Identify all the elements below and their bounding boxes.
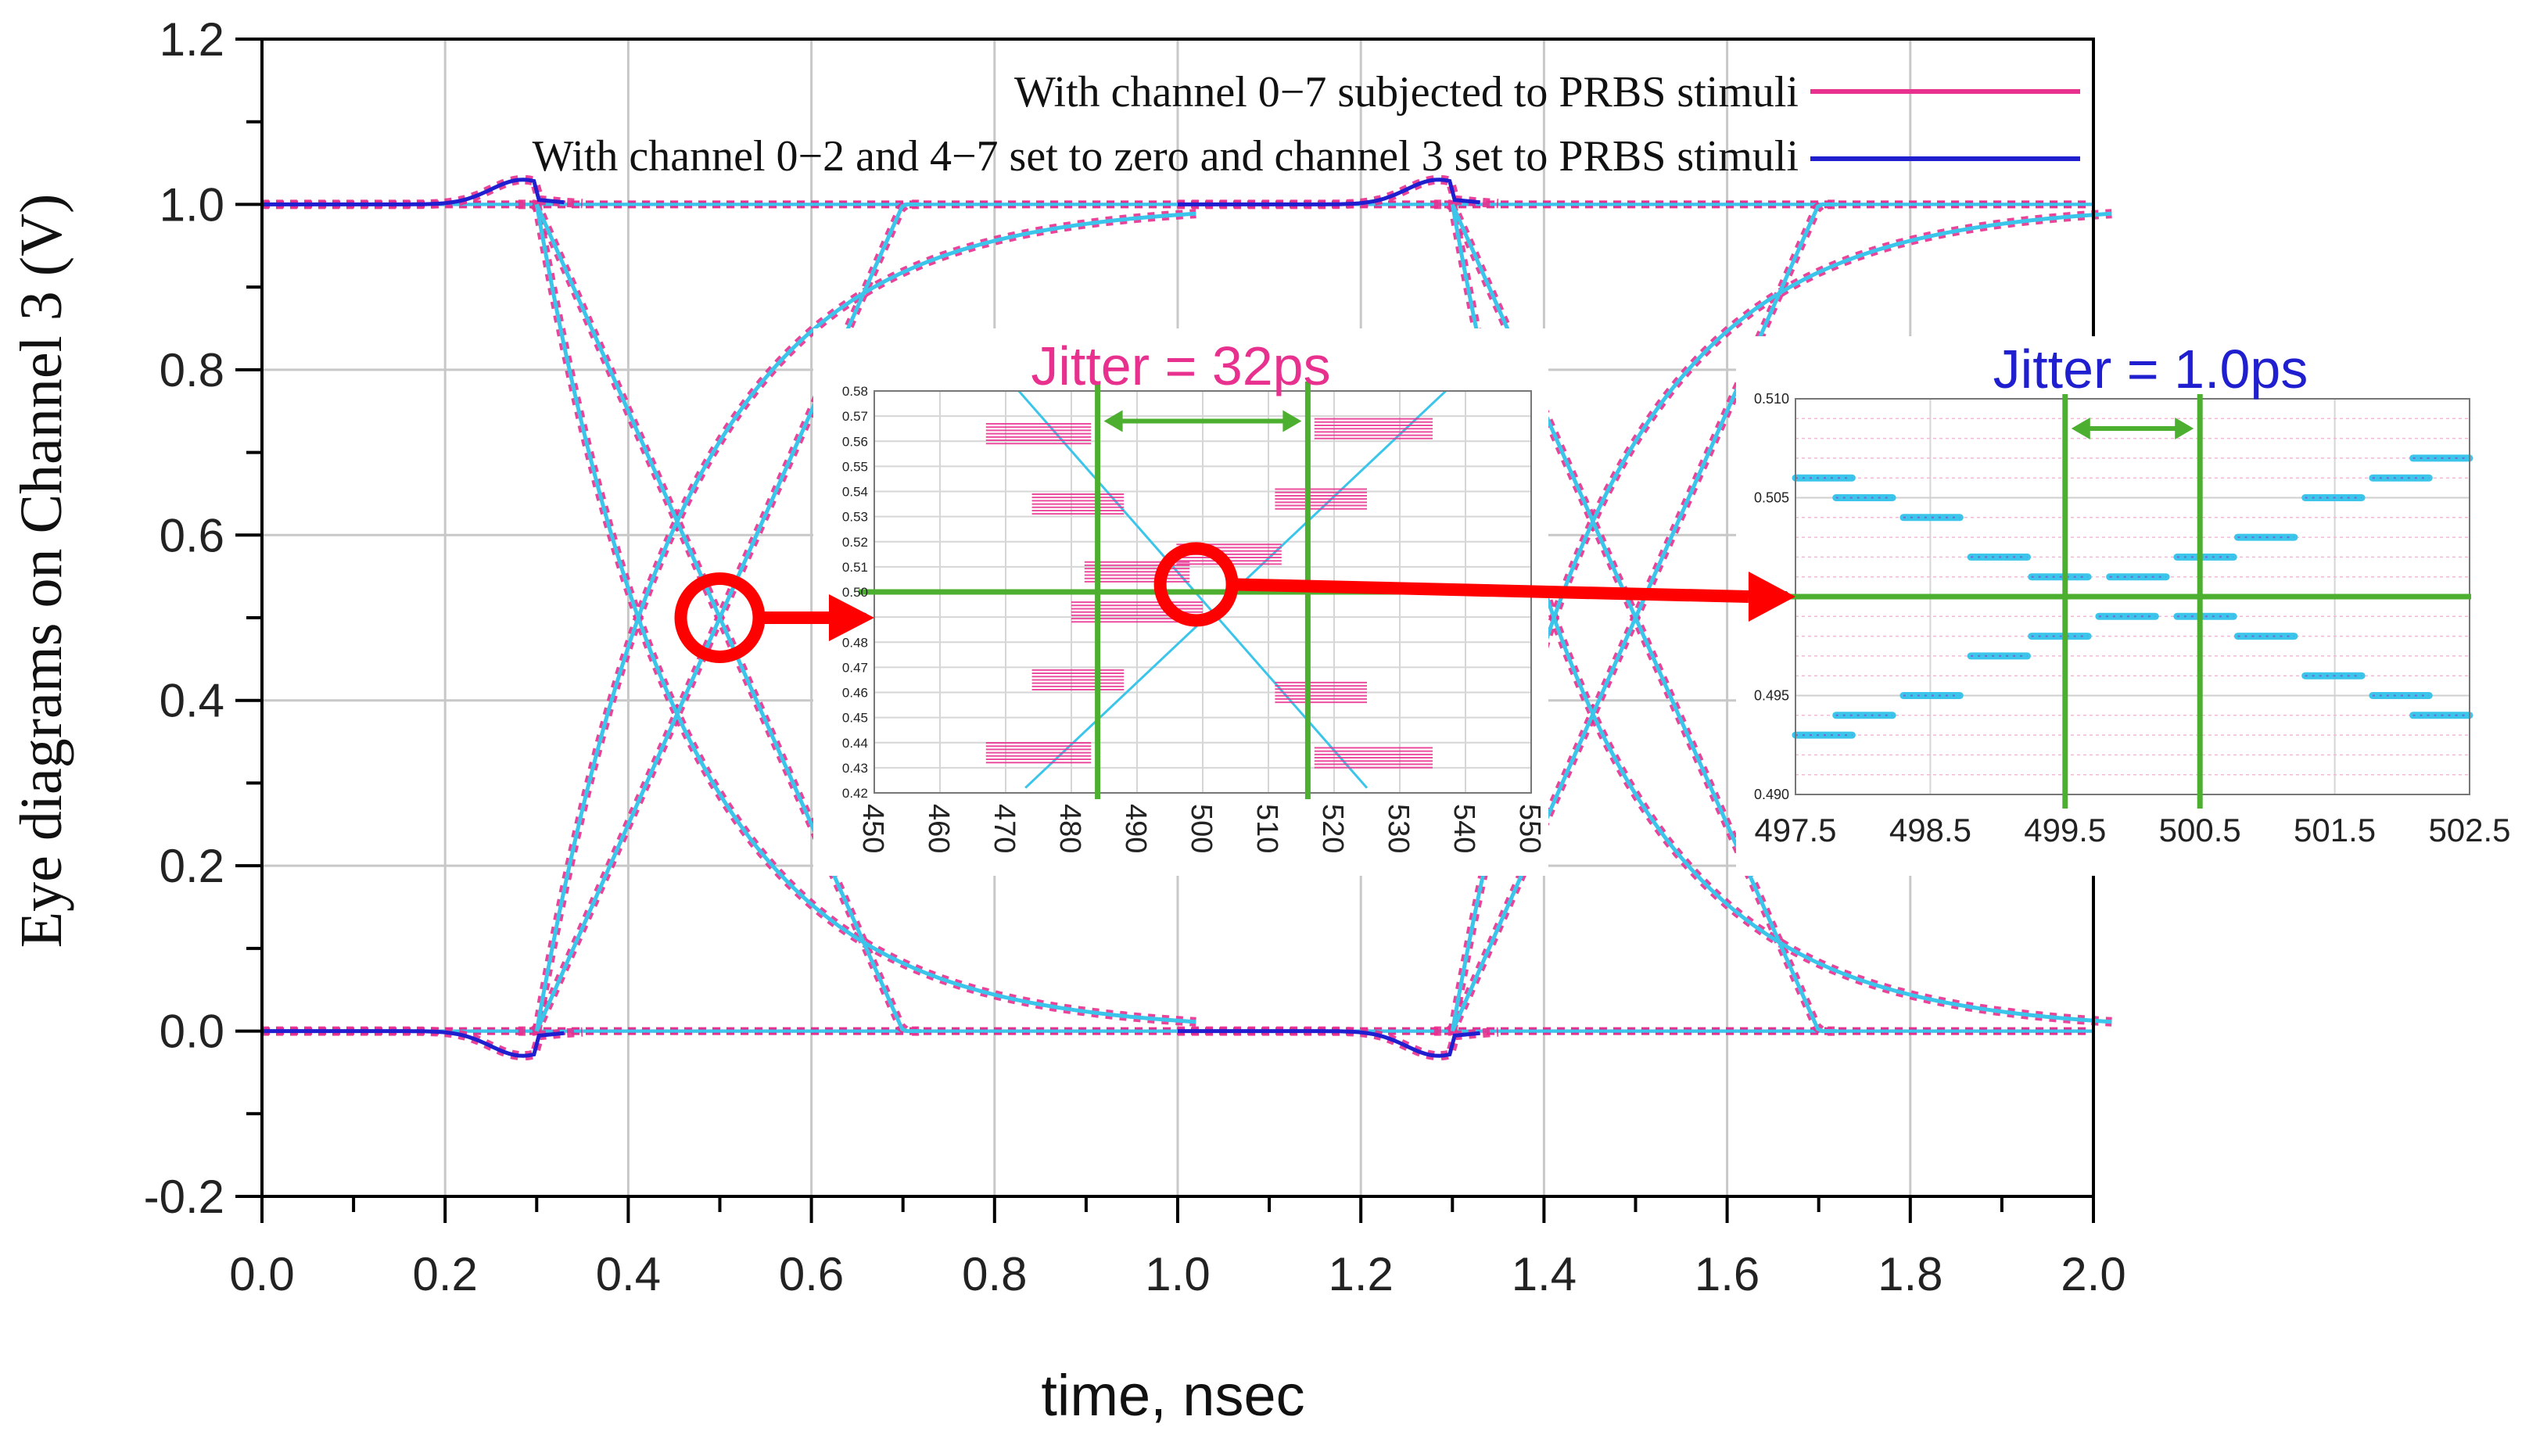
inset-1ps-jitter-markers — [1789, 394, 2471, 809]
cyan-falling-rc — [534, 203, 1196, 1024]
main-y-axis-label: Eye diagrams on Channel 3 (V) — [9, 194, 74, 949]
main-x-tick-label: 1.4 — [1512, 1248, 1577, 1300]
inset-32ps-y-tick-label: 0.48 — [842, 635, 868, 650]
main-highlight-circles — [674, 572, 766, 663]
main-x-tick-label: 0.2 — [412, 1248, 477, 1300]
inset-32ps-y-tick-label: 0.58 — [842, 384, 868, 399]
cyan-falling-rc — [1450, 203, 2112, 1024]
inset-32ps-arrowhead-left — [1103, 410, 1123, 432]
inset-32ps-y-tick-labels: 0.420.430.440.450.460.470.480.490.500.51… — [842, 384, 868, 801]
blue-bottom-undershoot — [1178, 1029, 1480, 1058]
inset-1ps-x-tick-label: 499.5 — [2024, 812, 2106, 848]
inset-32ps-y-tick-label: 0.55 — [842, 459, 868, 474]
inset-32ps-y-tick-label: 0.51 — [842, 560, 868, 575]
main-x-tick-label: 0.6 — [779, 1248, 844, 1300]
inset-32ps-arrowhead-right — [1282, 410, 1302, 432]
inset-32ps-y-tick-label: 0.52 — [842, 535, 868, 550]
cyan-falling-edge — [535, 203, 922, 1034]
inset-32ps-x-tick-label: 480 — [1053, 804, 1086, 853]
main-x-tick-label: 2.0 — [2061, 1248, 2125, 1300]
inset-32ps-x-tick-label: 460 — [922, 804, 955, 853]
main-y-tick-labels: -0.2 0.0 0.2 0.4 0.6 0.8 1.0 1.2 — [144, 13, 224, 1223]
legend-entry-label: With channel 0−7 subjected to PRBS stimu… — [1014, 68, 1799, 117]
inset-32ps-x-tick-label: 490 — [1119, 804, 1152, 853]
inset-32ps-y-tick-label: 0.44 — [842, 736, 868, 751]
inset-32ps-x-tick-labels: 450 460 470 480 490 500 510 520 530 540 550 — [856, 804, 1546, 853]
inset-1ps-arrowhead-left — [2071, 417, 2090, 439]
inset-32ps-y-tick-label: 0.45 — [842, 711, 868, 726]
main-y-tick-label: 0.6 — [160, 509, 224, 561]
main-y-tick-label: 0.2 — [160, 840, 224, 892]
blue-top-overshoot — [1178, 178, 1480, 206]
main-x-axis-label: time, nsec — [1041, 1363, 1304, 1428]
inset-32ps-y-tick-label: 0.53 — [842, 510, 868, 525]
inset-32ps-y-tick-label: 0.54 — [842, 485, 868, 500]
inset-1ps-x-tick-label: 497.5 — [1754, 812, 1836, 848]
inset-1ps-y-tick-label: 0.490 — [1754, 787, 1789, 802]
red-arrow-shaft-2 — [1232, 578, 1749, 603]
inset-32ps-x-tick-label: 550 — [1513, 804, 1546, 853]
inset-1ps-x-tick-label: 498.5 — [1889, 812, 1971, 848]
inset-32ps: 450 460 470 480 490 500 510 520 530 540 550 0.42 0.… — [813, 328, 1548, 876]
blue-top-overshoot — [262, 178, 565, 206]
main-chart: 0.0 0.2 0.4 0.6 0.8 1.0 1.2 1.4 1.6 1.8 2.0 -0.20.… — [9, 13, 2126, 1428]
main-y-tick-label: 0.0 — [160, 1006, 224, 1058]
inset-32ps-y-tick-label: 0.43 — [842, 761, 868, 776]
inset-32ps-x-tick-label: 520 — [1316, 804, 1349, 853]
inset-32ps-x-tick-label: 500 — [1185, 804, 1218, 853]
main-highlight-circle — [674, 572, 766, 663]
inset-1ps-arrowhead-right — [2175, 417, 2194, 439]
inset-1ps-y-tick-label: 0.510 — [1754, 391, 1789, 407]
inset-32ps-x-tick-label: 510 — [1250, 804, 1283, 853]
main-y-tick-label: 0.4 — [160, 675, 224, 727]
inset-1ps: 497.5 498.5 499.5 500.5 501.5 502.5 0.490 0.49… — [1736, 336, 2526, 876]
inset-32ps-y-tick-label: 0.46 — [842, 686, 868, 701]
red-arrowhead-1 — [829, 594, 874, 641]
inset-1ps-y-tick-label: 0.495 — [1754, 688, 1789, 704]
main-x-tick-label: 1.0 — [1145, 1248, 1210, 1300]
main-y-tick-label: 1.0 — [160, 178, 224, 231]
cyan-rising-edge — [535, 202, 922, 1032]
zoom-arrows — [760, 572, 1795, 641]
inset-1ps-x-tick-labels: 497.5 498.5 499.5 500.5 501.5 502.5 — [1754, 812, 2510, 848]
main-x-tick-label: 1.8 — [1878, 1248, 1942, 1300]
main-ticks — [235, 38, 2095, 1223]
main-y-tick-label: 0.8 — [160, 344, 224, 396]
inset-32ps-y-tick-label: 0.56 — [842, 434, 868, 449]
inset-1ps-x-tick-label: 501.5 — [2294, 812, 2376, 848]
main-x-tick-label: 0.8 — [962, 1248, 1027, 1300]
inset-32ps-y-tick-label: 0.42 — [842, 786, 868, 801]
inset-32ps-x-tick-label: 470 — [988, 804, 1021, 853]
legend-entry-label: With channel 0−2 and 4−7 set to zero and… — [533, 132, 1799, 181]
red-arrowhead-2 — [1749, 572, 1795, 622]
main-x-tick-label: 1.6 — [1695, 1248, 1760, 1300]
jitter-1ps-annotation: Jitter = 1.0ps — [1993, 339, 2308, 400]
main-x-tick-label: 0.4 — [596, 1248, 661, 1300]
main-x-tick-label: 1.2 — [1328, 1248, 1393, 1300]
inset-1ps-x-tick-label: 500.5 — [2159, 812, 2241, 848]
main-legend: With channel 0−7 subjected to PRBS stimu… — [533, 68, 2080, 181]
blue-bottom-undershoot — [262, 1029, 565, 1058]
inset-32ps-x-tick-label: 530 — [1382, 804, 1415, 853]
inset-1ps-series — [1792, 454, 2473, 739]
main-x-tick-label: 0.0 — [229, 1248, 294, 1300]
main-x-tick-labels: 0.0 0.2 0.4 0.6 0.8 1.0 1.2 1.4 1.6 1.8 2.0 — [229, 1248, 2125, 1300]
inset-32ps-x-tick-label: 540 — [1447, 804, 1480, 853]
cyan-rising-rc — [534, 211, 1196, 1032]
inset-32ps-x-tick-label: 450 — [856, 804, 889, 853]
main-y-tick-label: 1.2 — [160, 13, 224, 66]
inset-32ps-y-tick-label: 0.50 — [842, 585, 868, 600]
main-y-tick-label: -0.2 — [144, 1171, 224, 1223]
inset-32ps-y-tick-label: 0.47 — [842, 660, 868, 675]
inset-1ps-y-tick-label: 0.505 — [1754, 490, 1789, 506]
inset-1ps-x-tick-label: 502.5 — [2428, 812, 2510, 848]
jitter-32ps-annotation: Jitter = 32ps — [1031, 335, 1330, 396]
inset-32ps-y-tick-label: 0.57 — [842, 409, 868, 424]
